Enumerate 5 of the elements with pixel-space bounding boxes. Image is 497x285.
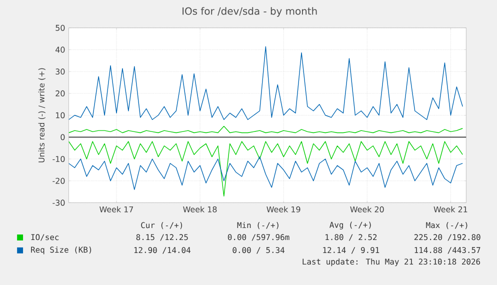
chart-title: IOs for /dev/sda - by month <box>182 7 317 17</box>
line-series <box>68 141 463 196</box>
line-series <box>68 126 463 134</box>
line-series <box>68 46 463 120</box>
line-series <box>68 156 463 190</box>
